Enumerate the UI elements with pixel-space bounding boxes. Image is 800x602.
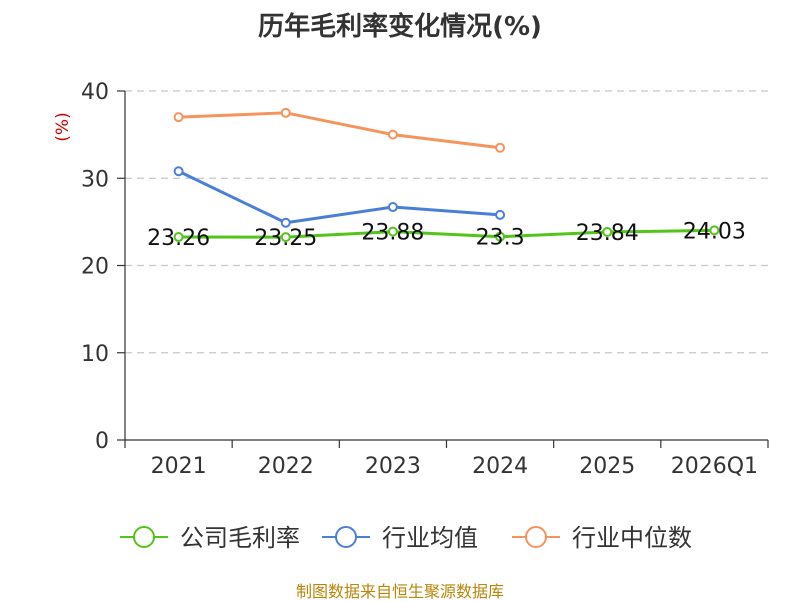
data-label: 23.88 [361, 221, 424, 246]
data-point [280, 107, 291, 118]
data-point [173, 112, 184, 123]
data-label: 23.25 [254, 226, 317, 251]
data-label: 23.3 [476, 226, 525, 251]
data-point [173, 166, 184, 177]
chart-title: 历年毛利率变化情况(%) [258, 12, 542, 42]
source-footer: 制图数据来自恒生聚源数据库 [295, 582, 504, 601]
data-point [387, 226, 398, 237]
series-line-1 [177, 169, 501, 225]
data-label: 23.26 [147, 226, 210, 251]
y-axis-label: (%) [53, 112, 73, 141]
data-point [173, 232, 184, 243]
legend-entry: 行业中位数 [572, 524, 692, 552]
series-line-2 [178, 111, 501, 150]
x-tick-label: 2025 [579, 454, 635, 479]
x-tick-label: 2021 [151, 454, 207, 479]
data-point [495, 231, 506, 242]
legend-marker [335, 526, 357, 548]
legend-marker [525, 526, 547, 548]
legend-entry: 行业均值 [382, 524, 478, 552]
data-point [495, 209, 506, 220]
data-point [602, 226, 613, 237]
y-tick-label: 20 [81, 255, 109, 280]
x-tick-label: 2022 [258, 454, 314, 479]
legend-marker [133, 526, 155, 548]
data-point [709, 225, 720, 236]
legend-entry: 公司毛利率 [180, 524, 300, 552]
y-tick-label: 30 [81, 167, 109, 192]
data-label: 23.84 [576, 221, 639, 246]
data-point [495, 142, 506, 153]
x-tick-label: 2023 [365, 454, 421, 479]
y-tick-label: 10 [81, 342, 109, 367]
x-tick-label: 2024 [472, 454, 528, 479]
data-point [280, 217, 291, 228]
data-label: 24.03 [683, 219, 746, 244]
data-point [280, 232, 291, 243]
series-line-0 [178, 228, 715, 239]
data-point [387, 129, 398, 140]
x-tick-label: 2026Q1 [671, 454, 758, 479]
y-tick-label: 0 [95, 429, 109, 454]
y-tick-label: 40 [81, 80, 109, 105]
data-point [387, 202, 398, 213]
